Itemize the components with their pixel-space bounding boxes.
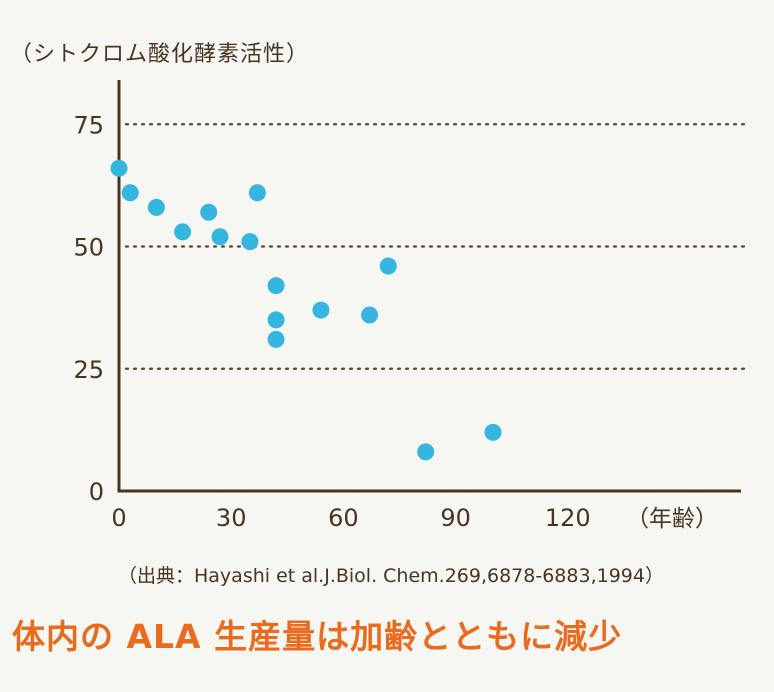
- x-tick-label-120: 120: [545, 504, 591, 532]
- data-point-3: [147, 198, 165, 216]
- data-point-4: [174, 223, 192, 241]
- data-point-11: [267, 330, 285, 348]
- data-point-1: [110, 159, 128, 177]
- data-point-2: [121, 184, 139, 202]
- y-axis-label: （シトクロム酸化酵素活性）: [10, 42, 310, 67]
- headline: 体内の ALA 生産量は加齢とともに減少: [12, 617, 623, 656]
- y-tick-label-75: 75: [73, 111, 104, 139]
- x-tick-label-30: 30: [216, 504, 247, 532]
- data-point-10: [267, 311, 285, 329]
- data-point-15: [417, 443, 435, 461]
- data-point-14: [379, 257, 397, 275]
- data-point-13: [361, 306, 379, 324]
- x-axis-label: （年齢）: [626, 506, 718, 532]
- x-tick-label-90: 90: [440, 504, 471, 532]
- source-citation: （出典：Hayashi et al.J.Biol. Chem.269,6878-…: [118, 565, 664, 587]
- y-tick-label-50: 50: [73, 234, 104, 262]
- data-point-7: [241, 233, 259, 251]
- data-point-6: [211, 228, 229, 246]
- data-point-12: [312, 301, 330, 319]
- x-tick-label-0: 0: [111, 504, 126, 532]
- scatter-chart: 0 25 50 75 0 30 60 90 120 （年齢）: [73, 80, 747, 532]
- y-tick-label-25: 25: [73, 356, 104, 384]
- data-point-5: [200, 203, 218, 221]
- y-tick-label-0: 0: [89, 478, 104, 506]
- data-point-8: [248, 184, 266, 202]
- data-point-9: [267, 277, 285, 295]
- x-tick-label-60: 60: [328, 504, 359, 532]
- data-point-16: [484, 423, 502, 441]
